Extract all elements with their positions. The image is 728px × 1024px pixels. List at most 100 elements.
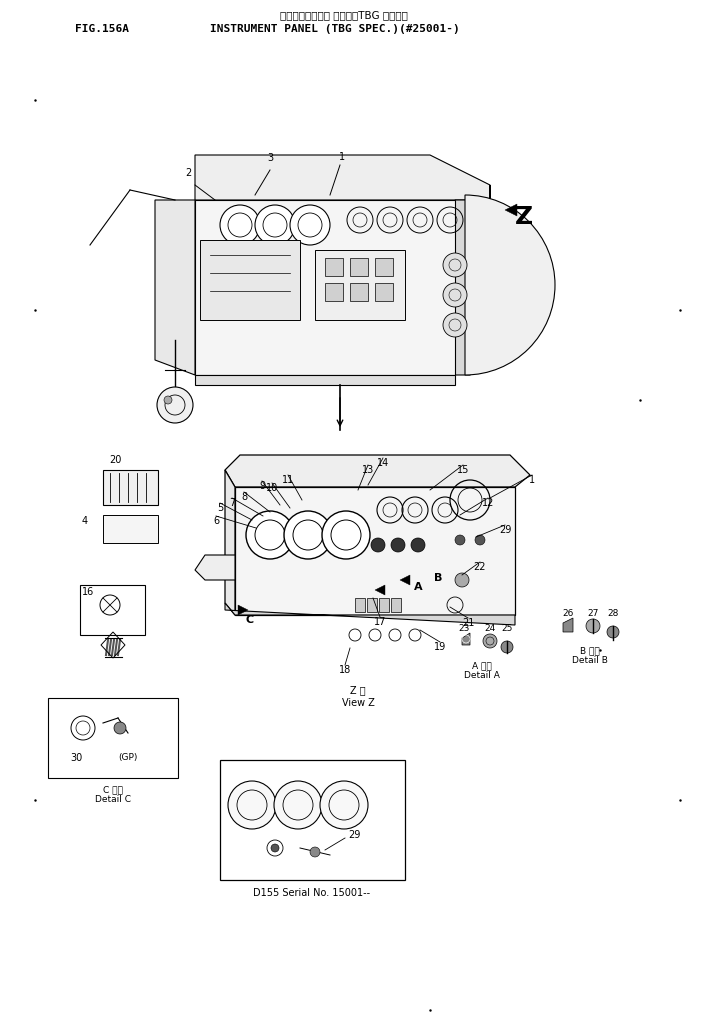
Text: 19: 19 xyxy=(434,642,446,652)
Bar xyxy=(325,283,343,301)
Bar xyxy=(200,240,300,319)
Text: C 詳細: C 詳細 xyxy=(103,785,123,794)
Bar xyxy=(367,598,377,612)
Bar xyxy=(379,598,389,612)
Polygon shape xyxy=(195,200,455,375)
Text: 26: 26 xyxy=(562,609,574,618)
Text: Detail C: Detail C xyxy=(95,795,131,804)
Circle shape xyxy=(271,844,279,852)
Circle shape xyxy=(483,634,497,648)
Circle shape xyxy=(255,205,295,245)
Text: 20: 20 xyxy=(108,455,121,465)
Polygon shape xyxy=(375,585,385,595)
Text: 10: 10 xyxy=(266,483,278,493)
Text: 27: 27 xyxy=(587,609,598,618)
Text: Z 視: Z 視 xyxy=(350,685,365,695)
Polygon shape xyxy=(400,575,410,585)
Polygon shape xyxy=(563,618,573,632)
Text: 4: 4 xyxy=(82,516,88,526)
Circle shape xyxy=(290,205,330,245)
Polygon shape xyxy=(455,185,490,375)
Text: 9: 9 xyxy=(259,481,265,490)
Text: C: C xyxy=(246,615,254,625)
Text: 13: 13 xyxy=(362,465,374,475)
Bar xyxy=(375,283,393,301)
Circle shape xyxy=(455,573,469,587)
Polygon shape xyxy=(505,204,517,216)
Circle shape xyxy=(157,387,193,423)
Polygon shape xyxy=(195,555,235,580)
Circle shape xyxy=(114,722,126,734)
Bar xyxy=(80,585,145,635)
Text: Z: Z xyxy=(515,205,533,229)
Text: (GP): (GP) xyxy=(119,753,138,762)
Bar xyxy=(103,470,158,505)
Text: 21: 21 xyxy=(462,618,474,628)
Bar xyxy=(350,258,368,276)
Circle shape xyxy=(443,253,467,278)
Text: Detail B: Detail B xyxy=(572,656,608,665)
Text: 25: 25 xyxy=(502,624,513,633)
Circle shape xyxy=(322,511,370,559)
Bar xyxy=(325,258,343,276)
Text: 1: 1 xyxy=(339,152,345,162)
Polygon shape xyxy=(225,455,530,487)
Bar xyxy=(48,698,178,778)
Text: 2: 2 xyxy=(185,168,191,178)
Text: 18: 18 xyxy=(339,665,351,675)
Text: 8: 8 xyxy=(241,492,247,502)
Circle shape xyxy=(391,538,405,552)
Polygon shape xyxy=(195,155,490,200)
Text: 5: 5 xyxy=(217,503,223,513)
Circle shape xyxy=(411,538,425,552)
Polygon shape xyxy=(462,633,470,645)
Text: 14: 14 xyxy=(377,458,389,468)
Text: 24: 24 xyxy=(484,624,496,633)
Bar xyxy=(315,250,405,319)
Wedge shape xyxy=(465,195,555,375)
Text: 7: 7 xyxy=(229,498,235,508)
Text: B: B xyxy=(434,573,442,583)
Circle shape xyxy=(455,535,465,545)
Circle shape xyxy=(228,781,276,829)
Bar xyxy=(220,760,405,880)
Text: インストルメント パネル（TBG ショウ）: インストルメント パネル（TBG ショウ） xyxy=(280,10,408,20)
Polygon shape xyxy=(155,200,195,375)
Bar xyxy=(355,598,365,612)
Polygon shape xyxy=(225,603,515,625)
Circle shape xyxy=(320,781,368,829)
Bar xyxy=(350,283,368,301)
Text: 3: 3 xyxy=(267,153,273,163)
Circle shape xyxy=(274,781,322,829)
Text: FIG.156A: FIG.156A xyxy=(75,24,129,34)
Text: 17: 17 xyxy=(373,617,386,627)
Text: 22: 22 xyxy=(474,562,486,572)
Text: 1: 1 xyxy=(529,475,535,485)
Circle shape xyxy=(443,283,467,307)
Circle shape xyxy=(310,847,320,857)
Circle shape xyxy=(246,511,294,559)
Circle shape xyxy=(371,538,385,552)
Text: 12: 12 xyxy=(482,498,494,508)
Bar xyxy=(375,258,393,276)
Circle shape xyxy=(501,641,513,653)
Text: 29: 29 xyxy=(348,830,360,840)
Circle shape xyxy=(475,535,485,545)
Circle shape xyxy=(220,205,260,245)
Circle shape xyxy=(443,313,467,337)
Circle shape xyxy=(164,396,172,404)
Polygon shape xyxy=(238,605,248,615)
Text: A: A xyxy=(414,582,422,592)
Text: INSTRUMENT PANEL (TBG SPEC.)(#25001-): INSTRUMENT PANEL (TBG SPEC.)(#25001-) xyxy=(210,24,460,34)
Text: 6: 6 xyxy=(213,516,219,526)
Text: 28: 28 xyxy=(607,609,619,618)
Text: Detail A: Detail A xyxy=(464,671,500,680)
Text: A 詳細: A 詳細 xyxy=(472,662,492,670)
Text: 11: 11 xyxy=(282,475,294,485)
Text: 23: 23 xyxy=(459,624,470,633)
Polygon shape xyxy=(195,375,455,385)
Text: 29: 29 xyxy=(499,525,511,535)
Text: 16: 16 xyxy=(82,587,94,597)
Text: D155 Serial No. 15001--: D155 Serial No. 15001-- xyxy=(253,888,371,898)
Circle shape xyxy=(607,626,619,638)
